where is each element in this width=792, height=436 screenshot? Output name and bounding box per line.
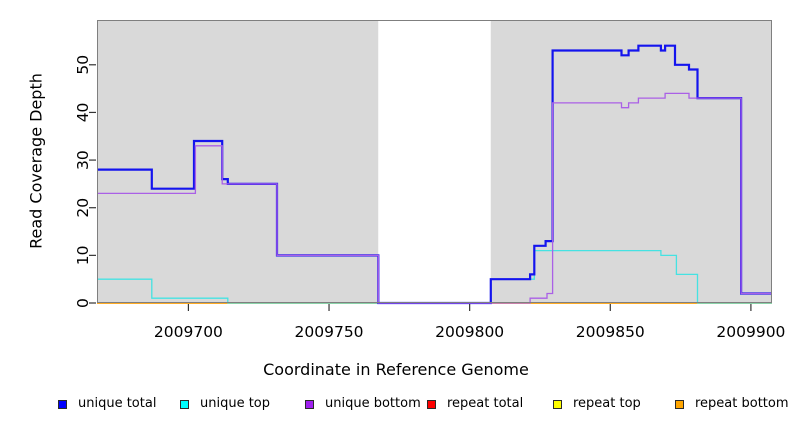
y-tick-label: 50 [74, 55, 92, 75]
legend-swatch-icon [553, 399, 562, 409]
x-tick-label: 2009800 [435, 323, 504, 341]
legend-item-repeat-bottom: repeat bottom [675, 396, 789, 412]
legend-label: repeat bottom [695, 396, 789, 411]
x-tick-label: 2009900 [716, 323, 785, 341]
series-unique-bottom [97, 92, 772, 304]
no-data-band [378, 20, 491, 303]
y-tick-label: 0 [74, 298, 92, 308]
legend-label: unique total [78, 396, 157, 411]
series-unique-total [97, 44, 772, 305]
y-tick-label: 40 [74, 103, 92, 123]
x-axis-label: Coordinate in Reference Genome [263, 360, 529, 379]
legend: unique total unique top unique bottom repea… [0, 396, 792, 418]
legend-item-repeat-top: repeat top [553, 396, 641, 412]
y-axis-label: Read Coverage Depth [26, 73, 46, 249]
legend-swatch-icon [180, 399, 189, 409]
y-tick-label: 10 [74, 245, 92, 265]
legend-label: unique bottom [325, 396, 421, 411]
legend-label: repeat top [573, 396, 641, 411]
legend-label: unique top [200, 396, 271, 411]
x-tick-label: 2009700 [154, 323, 223, 341]
legend-item-unique-top: unique top [180, 396, 270, 412]
legend-label: repeat total [447, 396, 524, 411]
legend-item-unique-bottom: unique bottom [305, 396, 421, 412]
x-tick-label: 2009850 [576, 323, 645, 341]
y-tick-label: 20 [74, 198, 92, 218]
legend-swatch-icon [58, 399, 67, 409]
legend-item-unique-total: unique total [58, 396, 156, 412]
legend-swatch-icon [675, 399, 684, 409]
y-tick-label: 30 [74, 150, 92, 170]
legend-item-repeat-total: repeat total [427, 396, 523, 412]
x-tick-label: 2009750 [295, 323, 364, 341]
panel-border [97, 20, 772, 303]
legend-swatch-icon [305, 399, 314, 409]
legend-swatch-icon [427, 399, 436, 409]
